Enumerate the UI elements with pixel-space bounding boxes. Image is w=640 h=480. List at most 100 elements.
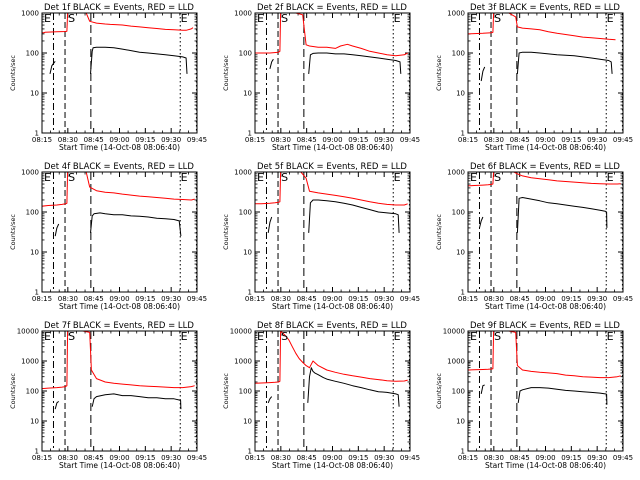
x-tick-label: 08:45 (510, 136, 530, 144)
y-tick-label: 1000 (447, 358, 465, 366)
y-axis-label: Counts/sec (222, 214, 230, 250)
lld-series-line (468, 172, 621, 187)
x-axis-label: Start Time (14-Oct-08 08:06:40) (59, 302, 180, 311)
panel-title: Det 7f BLACK = Events, RED = LLD (44, 321, 194, 331)
events-series-line (90, 212, 182, 237)
y-tick-label: 10 (243, 418, 252, 426)
lld-series-line (468, 331, 621, 379)
plot-area (42, 331, 197, 451)
y-tick-label: 10 (243, 90, 252, 98)
panel-title: Det 4f BLACK = Events, RED = LLD (44, 162, 194, 172)
x-tick-label: 08:45 (510, 295, 530, 303)
x-tick-label: 08:30 (484, 454, 504, 462)
plot-area (255, 13, 410, 133)
interval-marker-e: E (181, 171, 188, 184)
x-tick-label: 08:15 (32, 454, 52, 462)
y-tick-label: 1 (248, 130, 252, 138)
x-tick-label: 09:45 (187, 454, 207, 462)
x-tick-label: 09:30 (587, 136, 607, 144)
interval-marker-e: E (44, 171, 51, 184)
plot-frame (254, 12, 411, 134)
interval-marker-e: E (470, 330, 477, 343)
panel-4: Det 4f BLACK = Events, RED = LLD 1 10 100 10… (9, 162, 207, 311)
lld-series-line (42, 331, 195, 390)
y-tick-label: 1 (35, 130, 39, 138)
panel-title: Det 9f BLACK = Events, RED = LLD (470, 321, 620, 331)
x-tick-label: 08:30 (271, 295, 291, 303)
x-tick-label: 09:45 (613, 295, 633, 303)
y-axis-label: Counts/sec (435, 55, 443, 91)
events-series-line (517, 387, 608, 405)
x-tick-label: 09:00 (109, 295, 129, 303)
interval-marker-e: E (394, 330, 401, 343)
x-tick-label: 09:15 (135, 295, 155, 303)
x-tick-label: 09:00 (109, 136, 129, 144)
plot-frame (41, 330, 198, 452)
panel-title: Det 2f BLACK = Events, RED = LLD (257, 3, 407, 13)
x-tick-label: 08:15 (458, 454, 478, 462)
y-axis-label: Counts/sec (435, 214, 443, 250)
x-tick-label: 09:30 (161, 136, 181, 144)
y-tick-label: 1000 (447, 10, 465, 18)
events-series-line (54, 223, 60, 237)
y-tick-label: 10 (456, 90, 465, 98)
interval-marker-e: E (181, 12, 188, 25)
y-tick-label: 100 (239, 50, 252, 58)
events-series-line (49, 60, 56, 75)
events-series-line (54, 401, 60, 410)
panel-8: Det 8f BLACK = Events, RED = LLD 1 10 100 10… (222, 321, 420, 470)
interval-marker-e: E (257, 171, 264, 184)
x-tick-label: 09:30 (161, 454, 181, 462)
lld-series-line (42, 172, 195, 207)
panel-6: Det 6f BLACK = Events, RED = LLD 1 10 100 10… (435, 162, 633, 311)
x-tick-label: 08:45 (510, 454, 530, 462)
interval-marker-e: E (44, 330, 51, 343)
x-tick-label: 09:15 (561, 136, 581, 144)
events-series-line (308, 52, 402, 74)
y-tick-label: 1 (461, 289, 465, 297)
interval-marker-e: E (257, 12, 264, 25)
x-tick-label: 09:15 (348, 295, 368, 303)
lld-series-line (255, 13, 408, 57)
x-axis-label: Start Time (14-Oct-08 08:06:40) (485, 461, 606, 470)
x-tick-label: 09:00 (322, 295, 342, 303)
y-axis-label: Counts/sec (222, 55, 230, 91)
panel-title: Det 1f BLACK = Events, RED = LLD (44, 3, 194, 13)
y-axis-label: Counts/sec (9, 214, 17, 250)
x-tick-label: 09:00 (109, 454, 129, 462)
y-tick-label: 100 (26, 50, 39, 58)
events-series-line (479, 216, 484, 229)
plot-frame (41, 171, 198, 293)
x-axis-label: Start Time (14-Oct-08 08:06:40) (59, 461, 180, 470)
y-axis-label: Counts/sec (435, 373, 443, 409)
events-series-line (480, 384, 485, 395)
plot-area (468, 172, 623, 292)
y-tick-label: 1 (35, 448, 39, 456)
lld-series-line (42, 13, 194, 34)
plot-area (468, 13, 623, 133)
x-tick-label: 09:15 (135, 136, 155, 144)
y-tick-label: 10 (30, 418, 39, 426)
x-axis-label: Start Time (14-Oct-08 08:06:40) (272, 302, 393, 311)
lld-series-line (255, 331, 408, 384)
panel-title: Det 5f BLACK = Events, RED = LLD (257, 162, 407, 172)
interval-marker-e: E (257, 330, 264, 343)
y-tick-label: 100 (452, 50, 465, 58)
plot-area (42, 172, 197, 292)
x-tick-label: 08:30 (484, 295, 504, 303)
interval-marker-e: E (44, 12, 51, 25)
x-axis-label: Start Time (14-Oct-08 08:06:40) (272, 143, 393, 152)
events-series-line (267, 396, 273, 404)
x-tick-label: 09:45 (187, 295, 207, 303)
x-tick-label: 09:30 (587, 295, 607, 303)
interval-marker-s: S (281, 12, 288, 25)
panel-1: Det 1f BLACK = Events, RED = LLD 1 10 100 10… (9, 3, 207, 152)
x-tick-label: 09:30 (587, 454, 607, 462)
x-tick-label: 08:15 (32, 295, 52, 303)
events-series-line (516, 197, 608, 233)
y-tick-label: 100 (452, 209, 465, 217)
interval-marker-s: S (68, 330, 75, 343)
y-tick-label: 1000 (447, 169, 465, 177)
x-tick-label: 08:30 (58, 454, 78, 462)
x-tick-label: 08:45 (84, 295, 104, 303)
